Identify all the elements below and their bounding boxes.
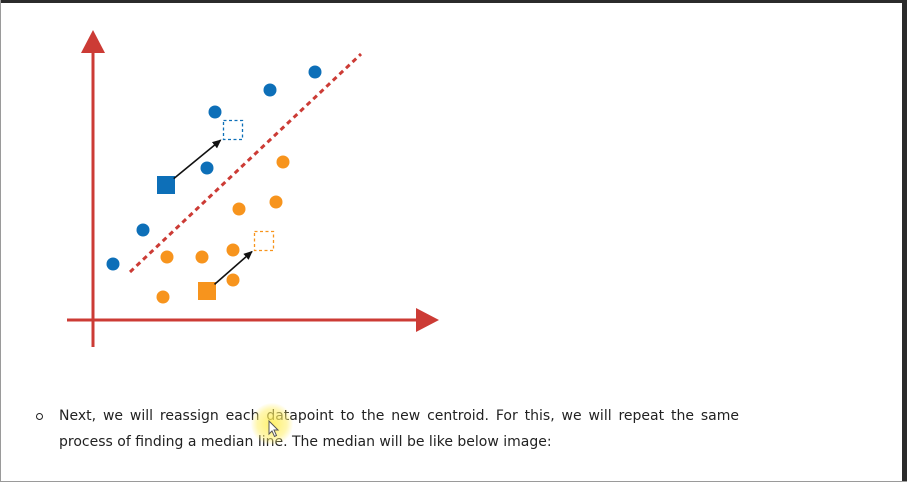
window-right-edge bbox=[902, 0, 907, 482]
orange-point bbox=[269, 195, 283, 209]
blue-point bbox=[263, 83, 277, 97]
blue-old-centroid bbox=[157, 176, 175, 194]
paragraph: Next, we will reassign each datapoint to… bbox=[59, 403, 739, 455]
median-line bbox=[128, 52, 363, 274]
orange-old-centroid bbox=[198, 282, 216, 300]
blue-point bbox=[200, 161, 214, 175]
blue-point bbox=[136, 223, 150, 237]
orange-point bbox=[232, 202, 246, 216]
window-left-edge bbox=[0, 0, 1, 482]
orange-point bbox=[226, 243, 240, 257]
blue-new-centroid bbox=[222, 119, 244, 141]
orange-point bbox=[195, 250, 209, 264]
bullet-icon bbox=[36, 410, 48, 422]
paragraph-line-2: process of finding a median line. The me… bbox=[59, 434, 552, 450]
blue-point bbox=[208, 105, 222, 119]
orange-point bbox=[226, 273, 240, 287]
blue-point bbox=[106, 257, 120, 271]
mouse-pointer-icon bbox=[268, 420, 280, 438]
orange-centroid-move-arrow bbox=[213, 250, 253, 286]
orange-new-centroid bbox=[253, 230, 275, 252]
orange-point bbox=[276, 155, 290, 169]
orange-point bbox=[156, 290, 170, 304]
y-axis-arrowhead bbox=[81, 30, 105, 53]
blue-centroid-move-arrow bbox=[173, 139, 222, 180]
x-axis-arrowhead bbox=[416, 308, 439, 332]
window-top-bar bbox=[0, 0, 907, 3]
paragraph-line-1: Next, we will reassign each datapoint to… bbox=[59, 408, 739, 424]
blue-point bbox=[308, 65, 322, 79]
orange-point bbox=[160, 250, 174, 264]
